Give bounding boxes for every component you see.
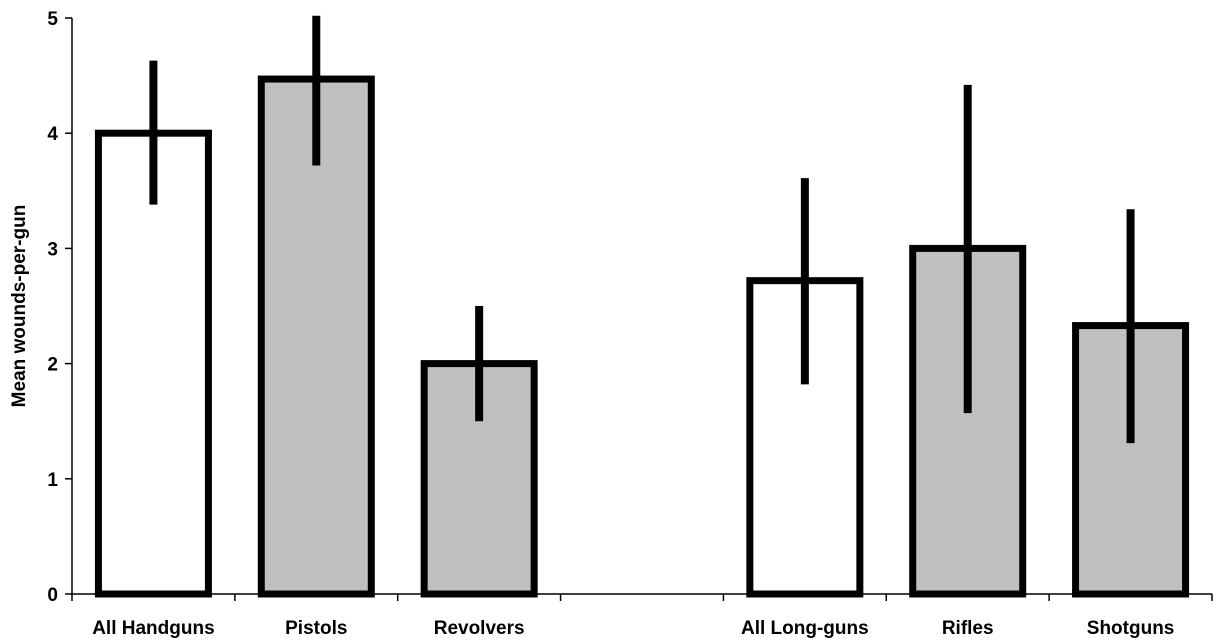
y-tick-label: 1 bbox=[47, 470, 58, 491]
x-category-label: All Handguns bbox=[92, 618, 214, 639]
y-tick-label: 4 bbox=[47, 124, 58, 145]
x-category-label: Revolvers bbox=[434, 618, 525, 639]
x-category-label: Rifles bbox=[942, 618, 994, 639]
y-tick-label: 2 bbox=[47, 355, 58, 376]
y-tick-label: 0 bbox=[47, 585, 58, 606]
bar bbox=[420, 360, 538, 598]
y-axis-title: Mean wounds-per-gun bbox=[9, 205, 30, 408]
x-category-label: All Long-guns bbox=[741, 618, 869, 639]
bar bbox=[94, 129, 212, 598]
x-category-label: Shotguns bbox=[1087, 618, 1175, 639]
y-tick-label: 5 bbox=[47, 9, 58, 30]
x-category-label: Pistols bbox=[285, 618, 347, 639]
y-tick-label: 3 bbox=[47, 239, 58, 260]
